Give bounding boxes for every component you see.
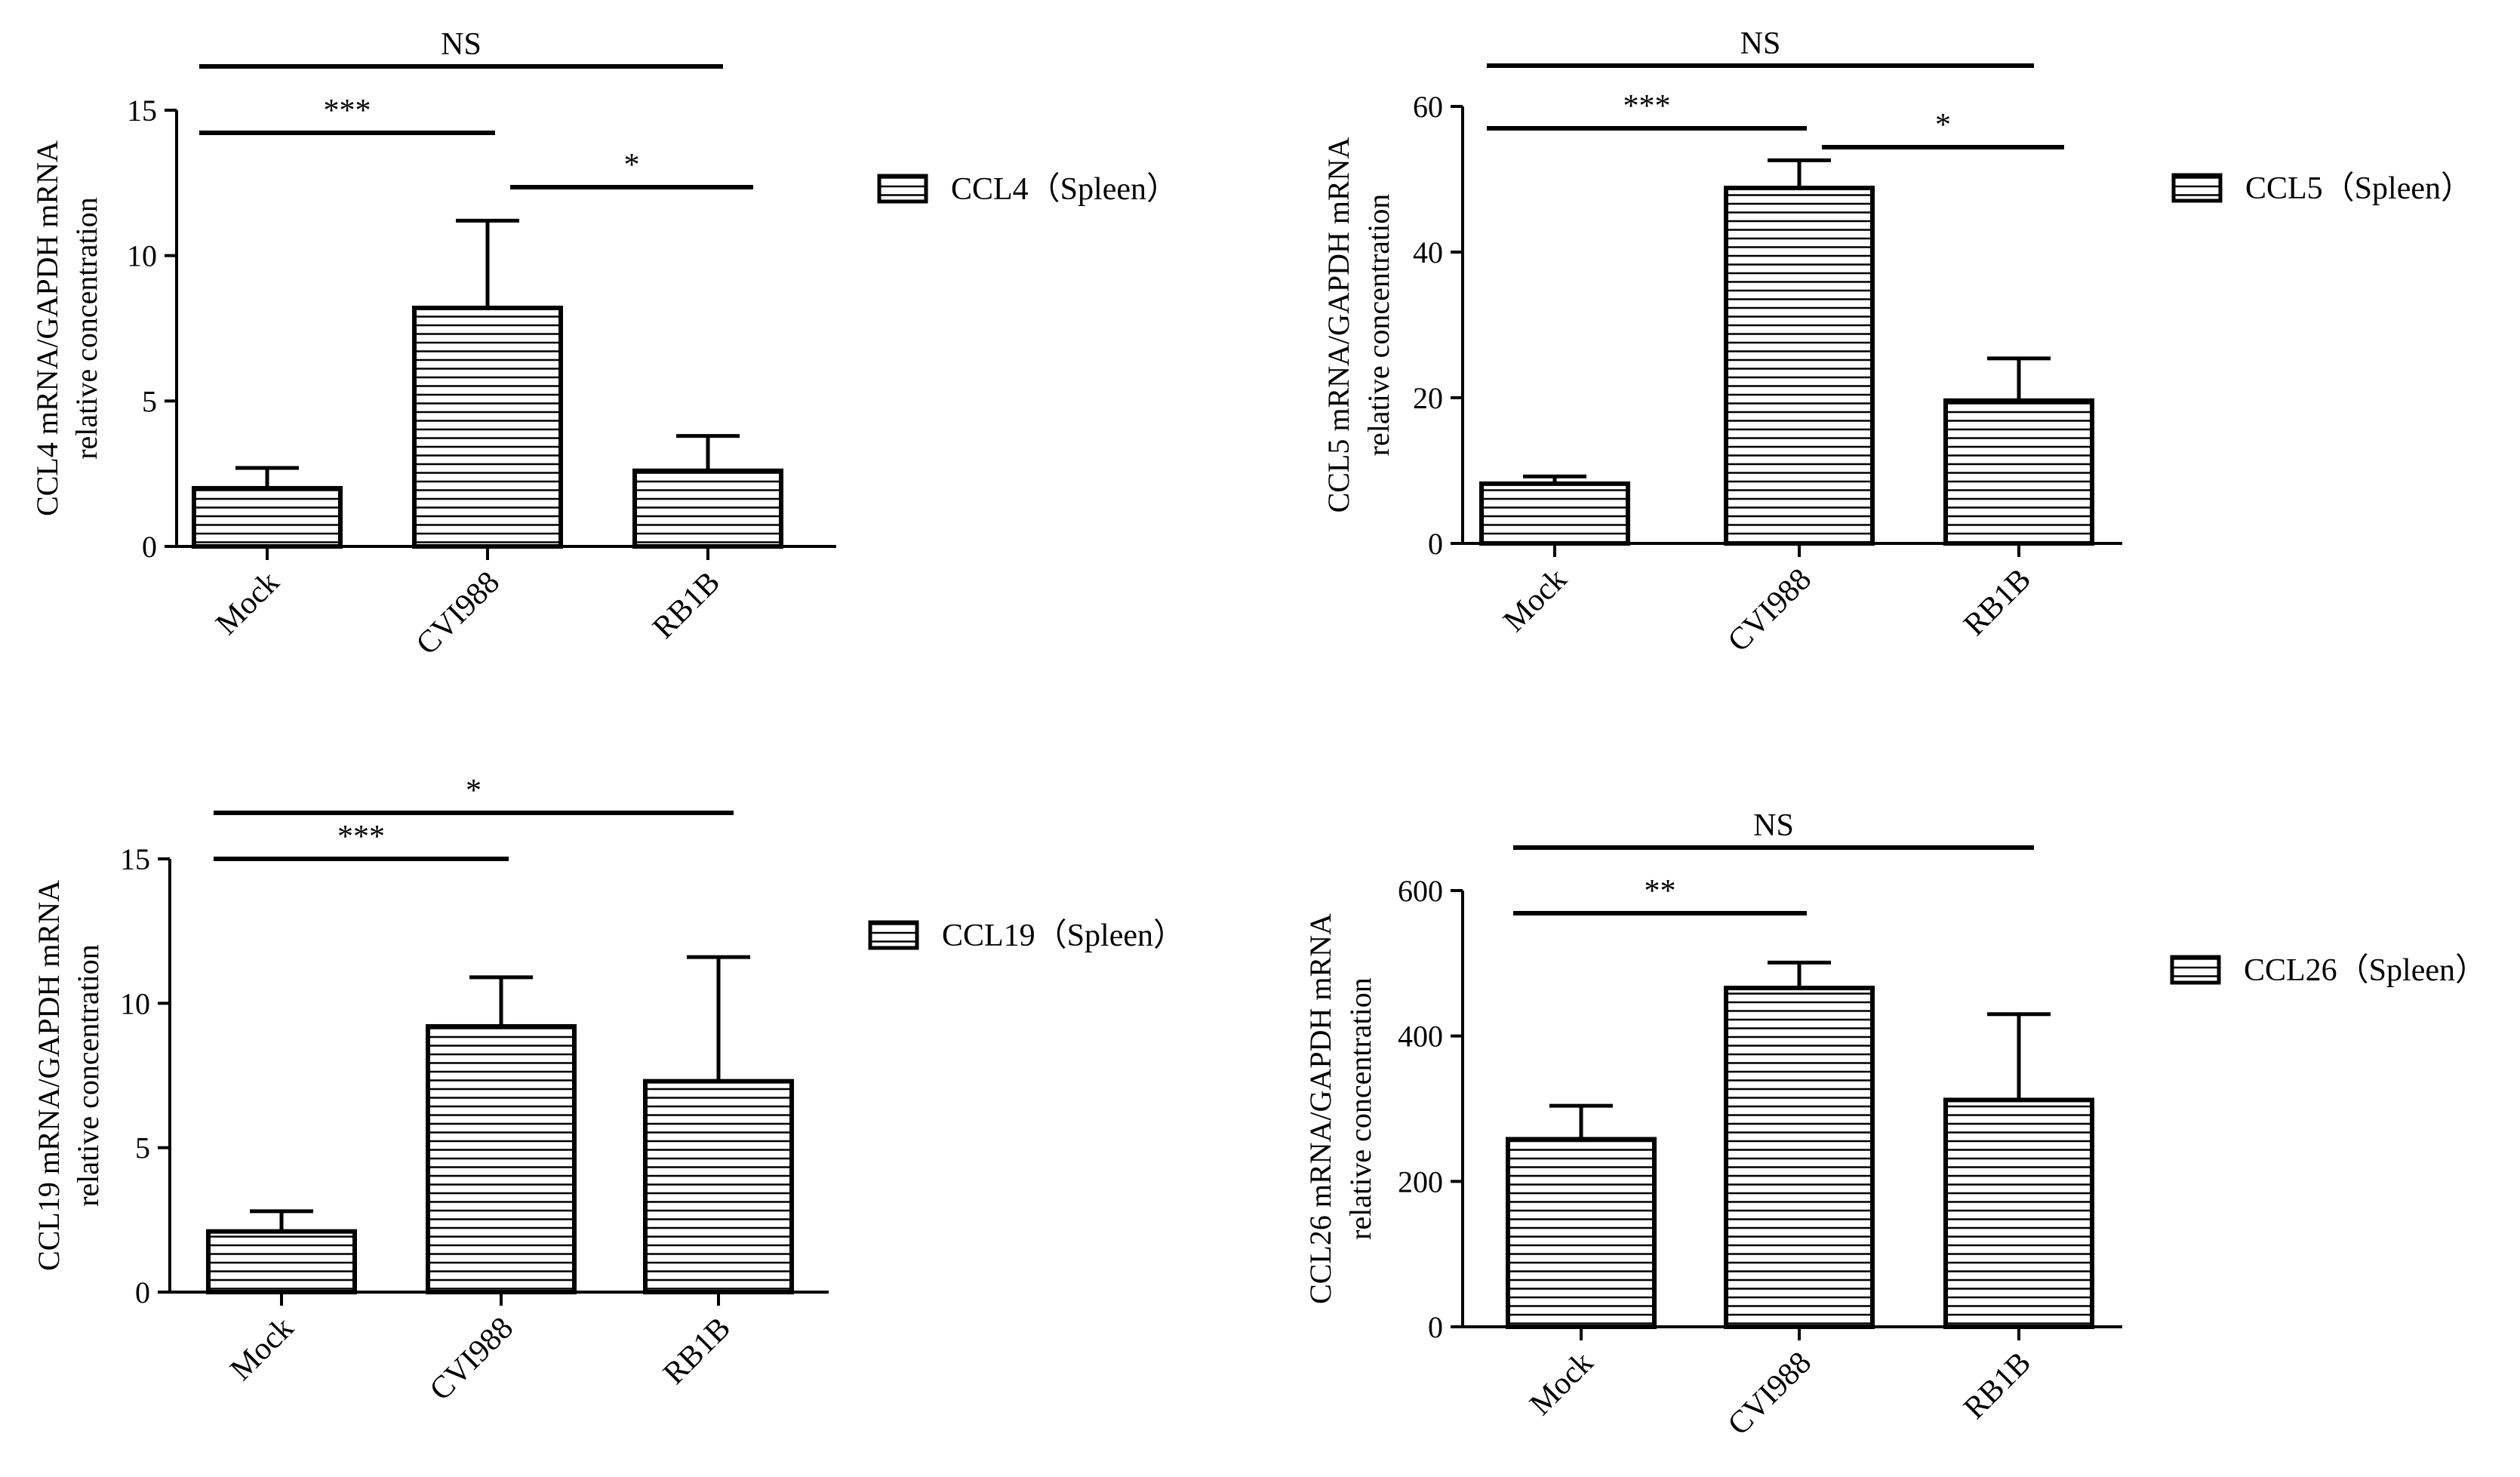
y-axis-title: CCL5 mRNA/GAPDH mRNA [1322, 137, 1355, 512]
bar-cvi988 [1724, 186, 1875, 546]
y-tick-label: 60 [1413, 90, 1443, 124]
y-axis-title: CCL26 mRNA/GAPDH mRNA [1303, 913, 1337, 1304]
y-tick-label: 0 [1428, 1310, 1443, 1344]
x-tick-label: CVI988 [410, 565, 506, 662]
x-tick-label: CVI988 [1722, 1346, 1818, 1442]
y-tick-label: 200 [1398, 1165, 1443, 1199]
bar-mock [206, 1229, 357, 1295]
bar-mock [1479, 481, 1630, 546]
chart-panel-3: 0 5 10 15 CCL19 mRNA/GAPDH mRNA relative conc… [32, 774, 1185, 1408]
legend-label: CCL4（Spleen） [951, 172, 1178, 207]
x-tick-label: Mock [209, 565, 286, 642]
significance-label: *** [324, 94, 371, 128]
y-axis-title: CCL19 mRNA/GAPDH mRNA [32, 880, 66, 1271]
y-tick-label: 0 [142, 530, 157, 564]
bar-cvi988 [412, 306, 563, 549]
x-tick-label: Mock [1523, 1346, 1600, 1423]
x-tick-label: RB1B [646, 565, 727, 646]
chart-panel-4: 0 200 400 600 CCL26 mRNA/GAPDH mRNA relative … [1303, 808, 2487, 1442]
chart-panel-2: 0 20 40 60 CCL5 mRNA/GAPDH mRNA relative conc… [1322, 26, 2472, 659]
y-axis-subtitle: relative concentration [71, 944, 105, 1207]
significance-label: ** [1645, 874, 1676, 909]
y-axis-subtitle: relative concentration [69, 197, 103, 460]
significance-label: *** [1623, 89, 1671, 124]
y-tick-label: 15 [120, 842, 150, 876]
significance-label: *** [337, 820, 385, 854]
legend-swatch [868, 920, 919, 950]
y-tick-label: 15 [127, 94, 157, 128]
significance-label: NS [1740, 26, 1781, 61]
x-tick-label: Mock [223, 1311, 300, 1388]
x-tick-label: CVI988 [1722, 562, 1818, 659]
significance-label: * [1935, 108, 1951, 143]
x-tick-label: RB1B [1957, 1346, 2038, 1426]
x-tick-label: Mock [1497, 562, 1574, 639]
legend-label: CCL5（Spleen） [2245, 171, 2472, 206]
legend-label: CCL26（Spleen） [2244, 953, 2487, 988]
bar-rb1b [1943, 398, 2094, 546]
bar-rb1b [632, 468, 783, 549]
y-tick-label: 0 [135, 1275, 150, 1309]
x-tick-label: RB1B [657, 1311, 737, 1392]
legend-swatch [877, 174, 928, 204]
significance-label: NS [1753, 808, 1794, 843]
y-tick-label: 400 [1398, 1020, 1443, 1054]
y-tick-label: 0 [1428, 527, 1443, 561]
bar-cvi988 [426, 1023, 577, 1294]
y-axis-title: CCL4 mRNA/GAPDH mRNA [30, 140, 64, 516]
y-tick-label: 5 [142, 384, 157, 418]
chart-panel-1: 0 5 10 15 CCL4 mRNA/GAPDH mRNA relative conce… [30, 27, 1178, 662]
y-tick-label: 40 [1413, 235, 1443, 269]
y-tick-label: 20 [1413, 381, 1443, 415]
y-tick-label: 10 [127, 239, 157, 273]
y-tick-label: 600 [1398, 874, 1443, 908]
x-tick-label: RB1B [1957, 562, 2038, 643]
significance-label: NS [441, 27, 482, 62]
x-tick-label: CVI988 [423, 1311, 520, 1408]
bar-cvi988 [1724, 986, 1875, 1329]
significance-label: * [466, 774, 482, 808]
legend-swatch [2170, 955, 2221, 985]
y-tick-label: 10 [120, 986, 150, 1020]
legend-label: CCL19（Spleen） [942, 919, 1185, 953]
y-axis-subtitle: relative concentration [1362, 194, 1395, 457]
bar-mock [192, 485, 343, 549]
bar-rb1b [1943, 1097, 2094, 1329]
y-tick-label: 5 [135, 1131, 150, 1165]
significance-label: * [624, 148, 640, 183]
bar-rb1b [643, 1079, 794, 1294]
bar-mock [1506, 1137, 1657, 1329]
legend-swatch [2171, 173, 2223, 203]
y-axis-subtitle: relative concentration [1343, 977, 1377, 1240]
